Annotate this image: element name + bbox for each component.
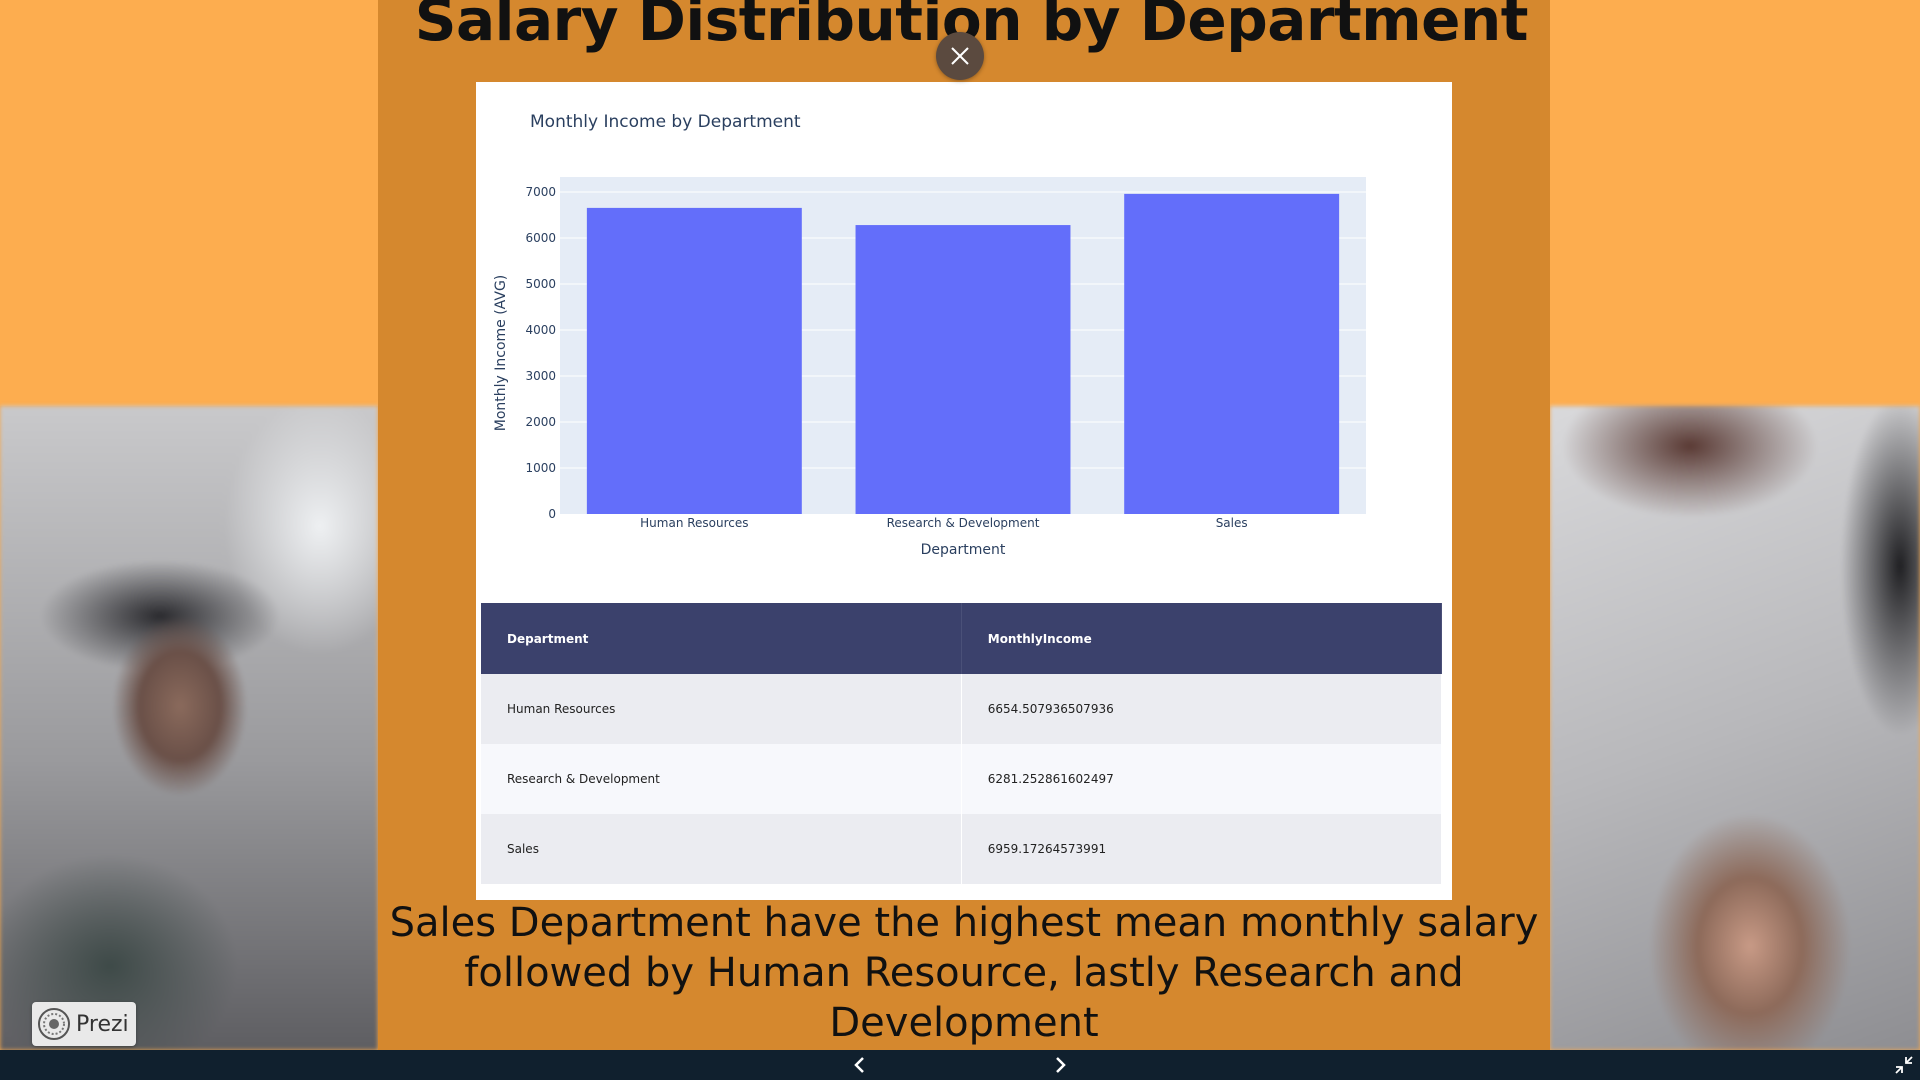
- background-block-left: [0, 0, 378, 406]
- y-tick-label: 0: [548, 507, 556, 521]
- table-cell-department: Research & Development: [481, 744, 962, 814]
- previous-step-button[interactable]: [849, 1054, 871, 1076]
- y-tick-label: 4000: [525, 323, 556, 337]
- x-axis-title: Department: [921, 542, 1006, 558]
- close-button[interactable]: [936, 32, 984, 80]
- prezi-badge[interactable]: Prezi: [32, 1002, 136, 1046]
- table-row: Human Resources 6654.507936507936: [481, 674, 1443, 744]
- prezi-logo-icon: [38, 1008, 70, 1040]
- y-tick-label: 5000: [525, 277, 556, 291]
- background-photo-left: [0, 406, 378, 1050]
- prezi-label: Prezi: [76, 1011, 129, 1037]
- slide-caption: Sales Department have the highest mean m…: [389, 900, 1539, 1046]
- y-tick-label: 7000: [525, 185, 556, 199]
- data-table: Department MonthlyIncome Human Resources…: [481, 603, 1443, 884]
- y-tick-label: 3000: [525, 369, 556, 383]
- table-cell-department: Sales: [481, 814, 962, 884]
- table-cell-department: Human Resources: [481, 674, 962, 744]
- y-axis-title: Monthly Income (AVG): [493, 275, 509, 432]
- next-step-button[interactable]: [1049, 1054, 1071, 1076]
- y-tick-label: 2000: [525, 415, 556, 429]
- embedded-chart-card: Monthly Income by Department 0 1000 2000 30…: [476, 82, 1452, 900]
- table-cell-monthly-income: 6654.507936507936: [961, 674, 1443, 744]
- table-cell-monthly-income: 6281.252861602497: [961, 744, 1443, 814]
- exit-fullscreen-button[interactable]: [1894, 1055, 1914, 1075]
- x-tick-label: Research & Development: [887, 516, 1040, 530]
- table-header-department: Department: [481, 603, 962, 674]
- table-row: Research & Development 6281.252861602497: [481, 744, 1443, 814]
- table-header-monthly-income: MonthlyIncome: [961, 603, 1443, 674]
- table-header-row: Department MonthlyIncome: [481, 603, 1443, 674]
- background-block-right: [1550, 0, 1920, 406]
- bar-chart: 0 1000 2000 3000 4000 5000 6000 7000 Human Resou…: [493, 177, 1366, 558]
- bar: [855, 225, 1071, 514]
- bar: [586, 207, 802, 514]
- bottom-navigation-bar: [0, 1050, 1920, 1080]
- chevron-right-icon: [1056, 1057, 1066, 1073]
- table-cell-monthly-income: 6959.17264573991: [961, 814, 1443, 884]
- background-photo-right: [1550, 406, 1920, 1050]
- y-tick-label: 6000: [525, 231, 556, 245]
- y-tick-label: 1000: [525, 461, 556, 475]
- chevron-left-icon: [854, 1057, 864, 1073]
- collapse-icon: [1895, 1056, 1913, 1074]
- chart-title: Monthly Income by Department: [530, 112, 801, 132]
- x-tick-label: Sales: [1216, 516, 1248, 530]
- close-icon: [951, 47, 969, 65]
- bar: [1124, 193, 1340, 514]
- x-tick-label: Human Resources: [640, 516, 748, 530]
- table-row: Sales 6959.17264573991: [481, 814, 1443, 884]
